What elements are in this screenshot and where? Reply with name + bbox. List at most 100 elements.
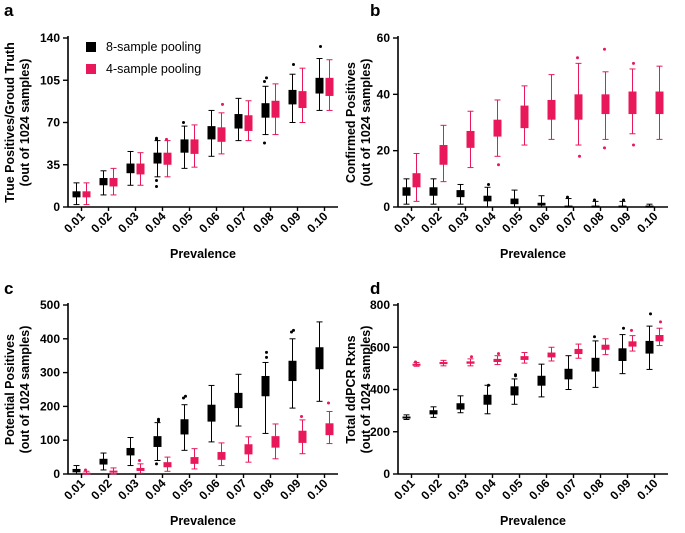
box-0.06: [208, 110, 216, 156]
y-tick-label: 0: [383, 467, 390, 481]
box-body: [110, 471, 118, 473]
box-body: [656, 335, 664, 341]
y-axis-title-line: (out of 1024 samples): [359, 326, 373, 454]
box-0.05: [521, 353, 529, 364]
x-tick-label: 0.01: [61, 476, 88, 503]
box-0.01: [83, 183, 91, 205]
legend-label: 8-sample pooling: [106, 40, 201, 54]
outlier-point: [265, 76, 268, 79]
box-body: [494, 120, 502, 137]
outlier-point: [155, 462, 158, 465]
box-body: [413, 173, 421, 187]
box-0.05: [181, 121, 189, 168]
box-body: [413, 364, 421, 366]
y-axis-title-line: Potential Positives: [3, 334, 17, 445]
box-body: [484, 395, 492, 405]
outlier-point: [593, 198, 596, 201]
box-0.01: [403, 415, 411, 420]
box-body: [137, 164, 145, 175]
box-0.01: [83, 468, 91, 474]
x-tick-label: 0.09: [607, 476, 634, 503]
box-body: [403, 187, 411, 195]
box-body: [83, 191, 91, 197]
box-body: [326, 78, 334, 96]
y-axis-title-line: (out of 1024 samples): [359, 59, 373, 187]
x-tick-label: 0.09: [277, 476, 304, 503]
box-0.07: [235, 374, 243, 426]
box-0.10: [316, 45, 324, 110]
box-body: [646, 206, 654, 208]
outlier-point: [622, 198, 625, 201]
x-tick-label: 0.03: [445, 476, 472, 503]
box-body: [619, 348, 627, 361]
outlier-point: [292, 63, 295, 66]
outlier-point: [497, 163, 500, 166]
outlier-point: [265, 356, 268, 359]
y-tick-label: 400: [40, 332, 60, 346]
box-body: [602, 94, 610, 114]
outlier-point: [292, 329, 295, 332]
panel-c: c01002003004005000.01 0.02 0.03 0.04 0.05 0.0…: [3, 279, 338, 528]
series-8-sample: [73, 322, 324, 474]
panel-letter: a: [4, 1, 14, 20]
box-body: [602, 345, 610, 350]
box-body: [619, 206, 627, 208]
y-axis-title: Potential Positives(out of 1024 samples): [3, 326, 32, 454]
box-0.06: [208, 385, 216, 441]
box-body: [548, 353, 556, 358]
x-tick-label: 0.08: [580, 476, 607, 503]
x-tick-label: 0.05: [499, 476, 526, 503]
box-0.10: [326, 402, 334, 444]
box-0.03: [127, 151, 135, 185]
panel-d: d02004006008000.01 0.02 0.03 0.04 0.05 0.06 0.…: [344, 279, 668, 528]
box-0.05: [511, 373, 519, 404]
figure: a035701051400.01 0.02 0.03 0.04 0.05 0.06 0.07…: [0, 0, 685, 533]
box-body: [326, 423, 334, 435]
box-0.05: [521, 86, 529, 145]
box-0.10: [656, 66, 664, 139]
outlier-point: [155, 138, 158, 141]
y-tick-label: 0: [53, 467, 60, 481]
box-0.02: [440, 360, 448, 365]
box-body: [511, 199, 519, 205]
outlier-point: [327, 402, 330, 405]
box-0.09: [629, 62, 637, 147]
box-body: [565, 206, 573, 208]
box-0.03: [467, 111, 475, 167]
box-0.07: [245, 101, 253, 141]
box-body: [521, 356, 529, 360]
y-tick-label: 140: [40, 31, 60, 45]
x-tick-label: 0.01: [391, 476, 418, 503]
box-0.04: [154, 418, 162, 466]
panel-letter: c: [4, 279, 13, 298]
box-0.04: [484, 384, 492, 414]
box-0.04: [494, 100, 502, 166]
box-body: [218, 452, 226, 460]
y-tick-label: 300: [40, 366, 60, 380]
y-tick-label: 70: [47, 116, 61, 130]
box-body: [575, 94, 583, 119]
y-tick-label: 400: [370, 383, 390, 397]
x-tick-label: 0.01: [61, 209, 88, 236]
box-0.03: [457, 184, 465, 204]
box-body: [208, 405, 216, 422]
outlier-point: [487, 183, 490, 186]
outlier-point: [632, 144, 635, 147]
box-0.06: [538, 196, 546, 207]
y-tick-label: 500: [40, 298, 60, 312]
box-body: [538, 203, 546, 206]
x-tick-label: 0.02: [418, 209, 445, 236]
box-0.03: [137, 153, 145, 186]
box-0.06: [218, 103, 226, 154]
box-0.09: [289, 329, 297, 408]
x-tick-label: 0.06: [526, 476, 553, 503]
box-body: [299, 91, 307, 108]
box-body: [467, 131, 475, 148]
x-tick-label: 0.10: [304, 209, 331, 236]
x-tick-label: 0.03: [445, 209, 472, 236]
x-tick-label: 0.09: [607, 209, 634, 236]
box-0.07: [565, 196, 573, 208]
y-tick-label: 20: [377, 144, 391, 158]
box-body: [100, 178, 108, 185]
box-body: [73, 191, 81, 197]
